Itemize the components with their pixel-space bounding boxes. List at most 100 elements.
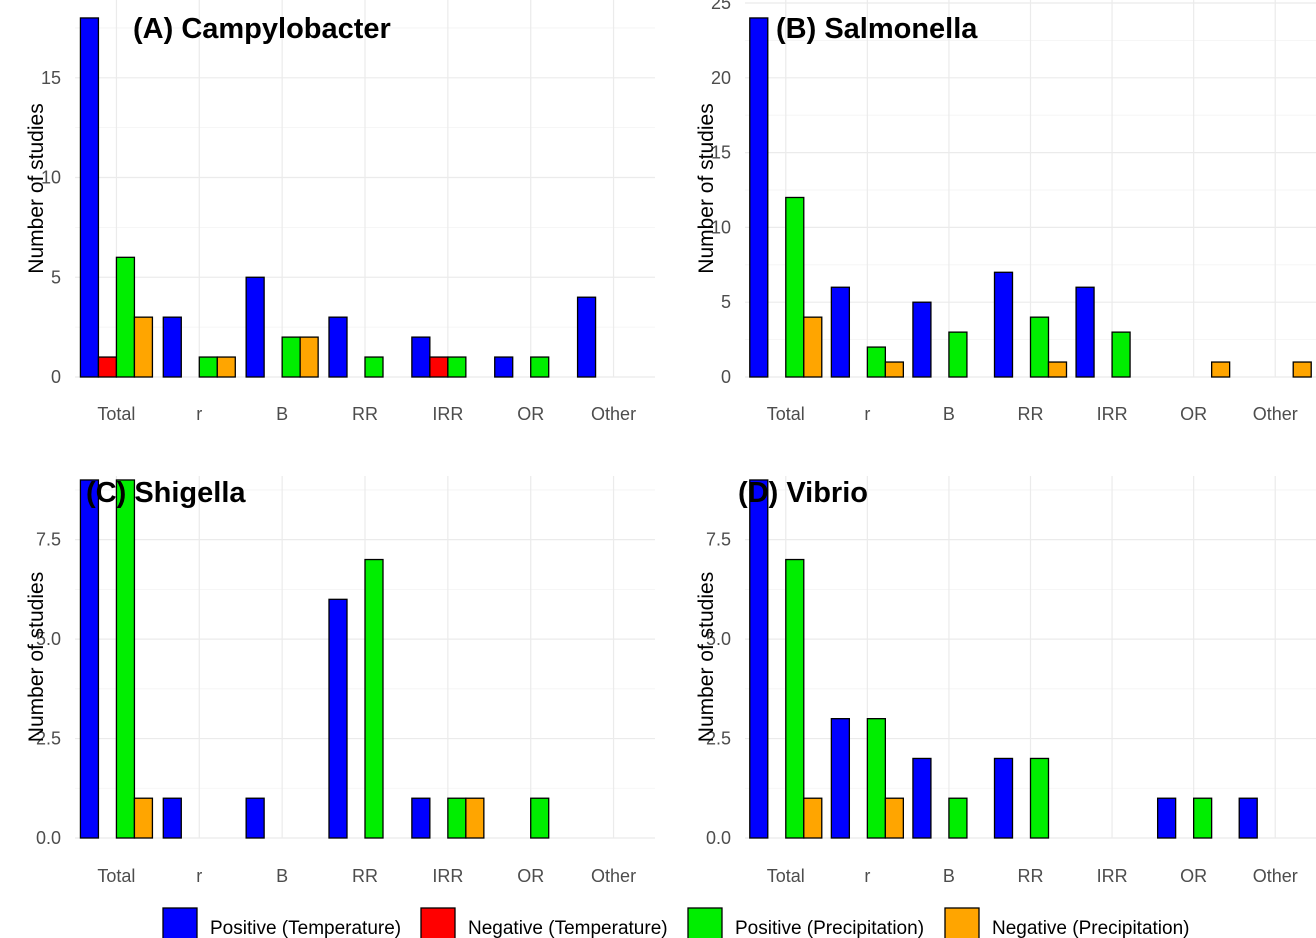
bar [785,558,805,839]
x-tick-label: OR [517,404,544,424]
y-tick-label: 15 [711,143,731,163]
bars [79,17,597,378]
legend: Positive (Temperature) Negative (Temperat… [162,907,1189,938]
y-tick-label: 7.5 [706,530,731,550]
bar [830,286,851,378]
bar [1292,361,1312,378]
y-axis-label: Number of studies [25,572,48,742]
y-tick-label: 0 [51,367,61,387]
bar [884,361,905,378]
bar [1111,331,1131,378]
x-tick-label: B [276,866,288,886]
panel-3: 0.0 2.5 5.0 7.5 Total r B RR IRR OR Other Number of… [695,476,1316,886]
legend-item: Positive (Temperature) [162,907,401,938]
bar [328,598,348,839]
x-tick-label: Total [97,866,135,886]
bar [411,336,431,378]
panel-title: (B) Salmonella [776,13,978,45]
x-tick-label: RR [1018,404,1044,424]
bar [1029,316,1050,378]
bar [1210,361,1231,378]
x-tick-label: B [943,404,955,424]
x-tick-label: r [864,404,870,424]
bar [216,356,236,378]
bar [364,356,384,378]
bar [245,276,265,378]
y-tick-label: 2.5 [36,729,61,749]
x-tick-label: Other [591,404,636,424]
legend-swatch [944,907,980,938]
bar [785,196,805,378]
y-tick-label: 10 [711,217,731,237]
bar [993,757,1014,839]
y-axis-label: Number of studies [695,572,718,742]
bar [115,256,136,378]
x-tick-label: IRR [1097,866,1128,886]
y-tick-label: 0.0 [36,828,61,848]
x-tick-label: IRR [432,866,463,886]
y-tick-label: 5.0 [36,629,61,649]
bar [198,356,218,378]
x-tick-label: RR [1018,866,1044,886]
x-tick-label: B [943,866,955,886]
y-tick-label: 7.5 [36,530,61,550]
x-tick-label: RR [352,866,378,886]
bar [494,356,514,378]
bar [411,797,431,839]
bars [749,479,1258,839]
legend-item: Negative (Precipitation) [944,907,1189,938]
y-tick-label: 5 [51,267,61,287]
x-tick-label: Total [767,866,805,886]
legend-label: Negative (Temperature) [468,918,668,938]
y-tick-label: 15 [41,68,61,88]
y-tick-label: 10 [41,168,61,188]
bar [948,331,968,378]
bar [1192,797,1213,839]
bar [912,301,932,378]
bar [115,479,136,839]
x-tick-label: IRR [1097,404,1128,424]
x-tick-label: r [196,866,202,886]
bar [866,346,887,378]
bar [429,356,449,378]
bar [948,797,968,839]
bar [866,718,887,839]
x-tick-label: r [864,866,870,886]
bar [530,356,550,378]
panel-title: (C) Shigella [86,477,246,509]
legend-label: Positive (Temperature) [210,918,401,938]
x-tick-label: OR [1180,866,1207,886]
bar [1047,361,1068,378]
panel-title: (D) Vibrio [738,477,868,509]
bar [281,336,301,378]
bar [364,558,384,839]
bar [97,356,118,378]
x-tick-label: r [196,404,202,424]
bar [447,797,467,839]
grid [745,476,1316,839]
bar [912,757,932,839]
x-tick-label: RR [352,404,378,424]
x-tick-label: OR [1180,404,1207,424]
bar [133,797,154,839]
bar [465,797,485,839]
bar [830,718,851,839]
legend-swatch [420,907,456,938]
bar [803,797,823,839]
y-tick-label: 0 [721,367,731,387]
x-tick-label: Other [591,866,636,886]
bar [1238,797,1258,839]
panel-2: 0.0 2.5 5.0 7.5 Total r B RR IRR OR Other Number of… [25,476,655,886]
bar [447,356,467,378]
x-tick-label: Total [97,404,135,424]
bar [162,797,182,839]
legend-label: Positive (Precipitation) [735,918,924,938]
bar [133,316,154,378]
legend-item: Positive (Precipitation) [687,907,924,938]
panel-0: 0 5 10 15 Total r B RR IRR OR Other Number of studi… [25,0,655,424]
bar [162,316,182,378]
legend-swatch [162,907,198,938]
y-tick-label: 2.5 [706,729,731,749]
bar [1029,757,1050,839]
